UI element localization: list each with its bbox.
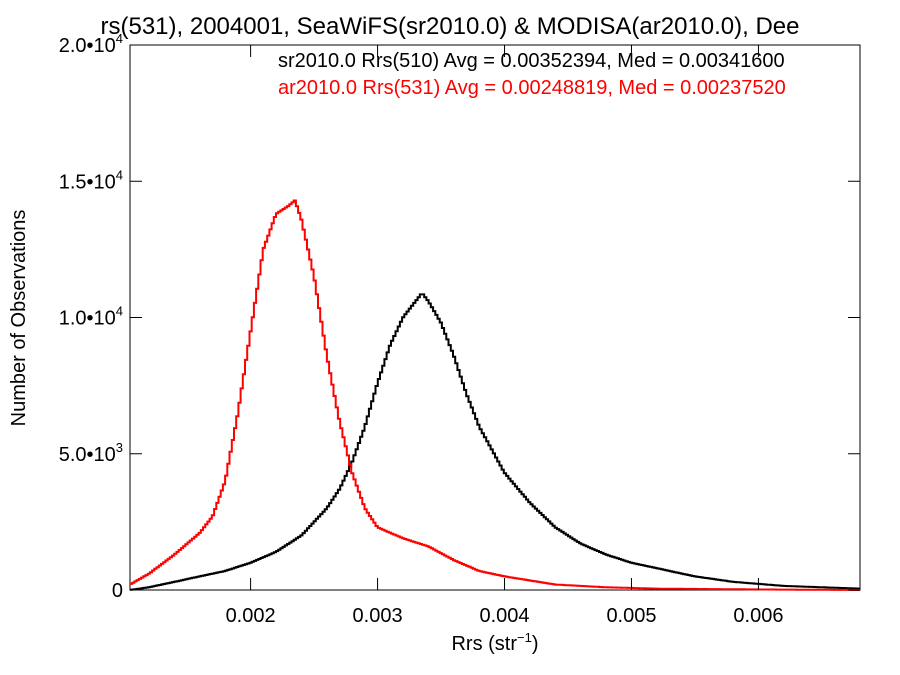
y-tick-label: 1.0•104 xyxy=(59,304,123,330)
series-layer xyxy=(130,199,860,591)
y-axis-label: Number of Observations xyxy=(8,210,30,427)
x-axis-label-exponent: −1 xyxy=(517,630,532,645)
plot-area xyxy=(129,44,861,591)
x-axis-label-close: ) xyxy=(532,633,539,655)
plot-frame xyxy=(129,44,861,591)
legend-entry-sr2010: sr2010.0 Rrs(510) Avg = 0.00352394, Med … xyxy=(278,50,785,72)
legend-entry-ar2010: ar2010.0 Rrs(531) Avg = 0.00248819, Med … xyxy=(278,77,786,99)
histogram-series-0 xyxy=(130,293,860,591)
chart-title: rs(531), 2004001, SeaWiFS(sr2010.0) & MO… xyxy=(101,13,800,40)
x-tick-label: 0.003 xyxy=(353,605,403,627)
x-axis: 0.002 0.003 0.004 0.005 0.006 xyxy=(226,45,783,627)
x-axis-label: Rrs (str−1) xyxy=(451,630,538,655)
y-axis: 0 5.0•103 1.0•104 1.5•104 2.0•104 xyxy=(59,31,860,602)
x-tick-label: 0.002 xyxy=(226,605,276,627)
y-tick-label: 0 xyxy=(112,580,123,602)
x-axis-label-text: Rrs (str xyxy=(451,633,517,655)
x-tick-label: 0.004 xyxy=(479,605,529,627)
y-tick-label: 2.0•104 xyxy=(59,31,123,57)
legend: sr2010.0 Rrs(510) Avg = 0.00352394, Med … xyxy=(278,50,786,99)
y-tick-label: 1.5•104 xyxy=(59,167,123,193)
histogram-series-1 xyxy=(130,199,860,591)
x-tick-label: 0.005 xyxy=(606,605,656,627)
x-tick-label: 0.006 xyxy=(733,605,783,627)
y-tick-label: 5.0•103 xyxy=(59,440,123,466)
